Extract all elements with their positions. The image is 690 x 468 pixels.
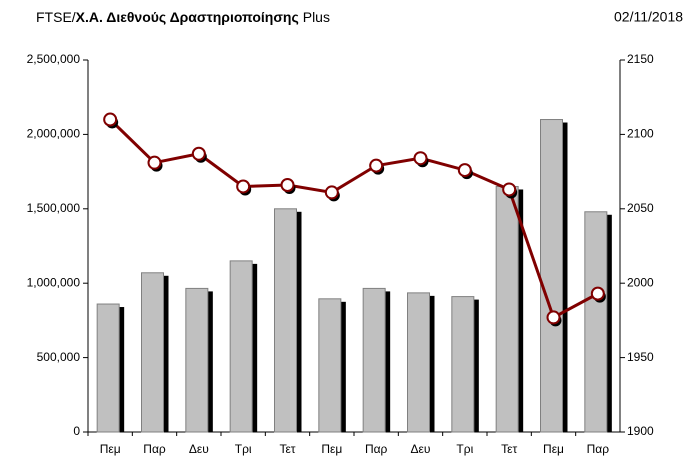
date: 02/11/2018 bbox=[614, 9, 683, 25]
y-tick-label: 1,000,000 bbox=[27, 275, 81, 289]
bar bbox=[229, 260, 253, 433]
marker bbox=[324, 185, 339, 200]
x-tick-label: Τετ bbox=[501, 442, 517, 456]
y2-tick-label: 2150 bbox=[627, 52, 654, 66]
bar bbox=[584, 211, 608, 433]
y2-tick-label: 2100 bbox=[627, 127, 654, 141]
bar bbox=[407, 292, 430, 433]
x-tick-label: Τετ bbox=[279, 442, 295, 456]
x-tick-label: Παρ bbox=[365, 442, 388, 456]
marker bbox=[236, 179, 251, 194]
bar bbox=[185, 287, 209, 433]
y2-tick-label: 2050 bbox=[627, 201, 654, 215]
title-part: Χ.Α. Διεθνούς Δραστηριοποίησης bbox=[76, 9, 299, 25]
bar bbox=[362, 287, 386, 433]
marker bbox=[502, 182, 517, 197]
x-tick-label: Δευ bbox=[189, 442, 209, 456]
title-part: FTSE/ bbox=[36, 9, 76, 25]
y-tick-label: 500,000 bbox=[37, 350, 81, 364]
x-tick-label: Παρ bbox=[143, 442, 166, 456]
title-part: Plus bbox=[303, 9, 330, 25]
marker bbox=[546, 310, 561, 325]
bar bbox=[274, 208, 297, 433]
marker bbox=[103, 112, 118, 127]
marker bbox=[369, 158, 384, 173]
y2-tick-label: 1900 bbox=[627, 424, 654, 438]
x-tick-label: Παρ bbox=[587, 442, 610, 456]
y-tick-label: 2,500,000 bbox=[27, 52, 81, 66]
y-tick-label: 1,500,000 bbox=[27, 201, 81, 215]
x-tick-label: Πεμ bbox=[321, 442, 342, 456]
x-tick-label: Τρι bbox=[235, 442, 252, 456]
bar bbox=[318, 298, 342, 433]
marker bbox=[590, 286, 605, 301]
chart-title: FTSE/Χ.Α. Διεθνούς Δραστηριοποίησης Plus bbox=[36, 9, 330, 25]
y-tick-label: 0 bbox=[73, 424, 80, 438]
marker bbox=[147, 155, 162, 170]
bar bbox=[96, 303, 120, 433]
y2-tick-label: 1950 bbox=[627, 350, 654, 364]
y-tick-label: 2,000,000 bbox=[27, 127, 81, 141]
marker bbox=[413, 151, 428, 166]
y2-tick-label: 2000 bbox=[627, 275, 654, 289]
bar bbox=[540, 119, 563, 433]
marker bbox=[457, 163, 472, 178]
bar bbox=[451, 296, 475, 433]
marker bbox=[280, 177, 295, 192]
bar bbox=[495, 185, 519, 433]
bar bbox=[141, 272, 164, 433]
x-tick-label: Πεμ bbox=[100, 442, 121, 456]
marker bbox=[191, 146, 206, 161]
x-tick-label: Τρι bbox=[456, 442, 473, 456]
x-tick-label: Πεμ bbox=[543, 442, 564, 456]
line bbox=[109, 118, 599, 320]
x-tick-label: Δευ bbox=[411, 442, 431, 456]
